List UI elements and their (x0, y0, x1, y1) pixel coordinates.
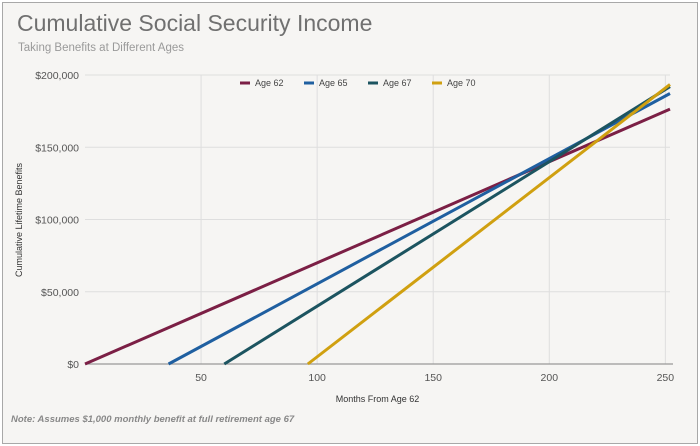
legend-label: Age 65 (319, 78, 348, 88)
y-tick-label: $0 (67, 359, 79, 371)
chart-title: Cumulative Social Security Income (17, 10, 373, 36)
y-tick-label: $200,000 (35, 70, 79, 82)
chart-note: Note: Assumes $1,000 monthly benefit at … (11, 414, 295, 425)
x-tick-label: 250 (657, 372, 675, 384)
x-axis-label: Months From Age 62 (336, 394, 420, 404)
series-line-age-70 (306, 83, 671, 366)
series-line-age-62 (84, 107, 671, 366)
y-axis-label: Cumulative Lifetime Benefits (14, 162, 24, 277)
series-line-age-67 (223, 85, 671, 366)
legend-label: Age 62 (255, 78, 284, 88)
y-tick-label: $100,000 (35, 215, 79, 227)
x-tick-label: 200 (541, 372, 559, 384)
x-tick-label: 150 (424, 372, 442, 384)
y-tick-label: $150,000 (35, 142, 79, 154)
chart-subtitle: Taking Benefits at Different Ages (18, 42, 184, 54)
x-tick-label: 50 (195, 372, 207, 384)
legend-label: Age 67 (383, 78, 412, 88)
x-tick-label: 100 (308, 372, 326, 384)
legend-label: Age 70 (447, 78, 476, 88)
y-tick-label: $50,000 (41, 287, 79, 299)
